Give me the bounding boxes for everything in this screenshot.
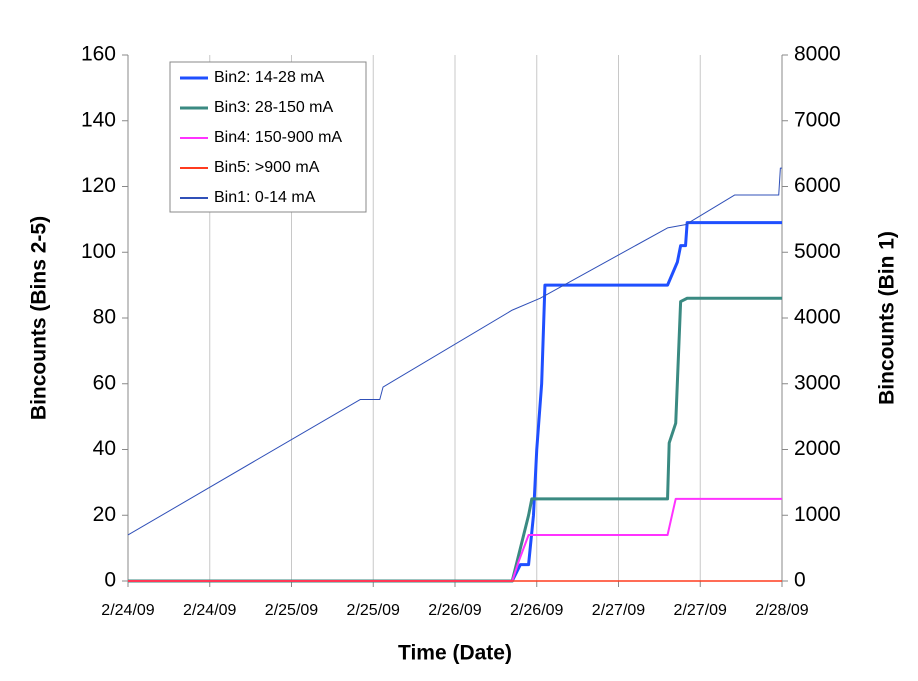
x-tick-label: 2/27/09	[592, 602, 645, 619]
y2-tick-label: 7000	[794, 108, 841, 131]
y2-tick-label: 2000	[794, 437, 841, 460]
series-line	[127, 167, 782, 536]
y2-tick-label: 6000	[794, 174, 841, 197]
y2-axis-label: Bincounts (Bin 1)	[876, 231, 899, 405]
x-tick-label: 2/26/09	[510, 602, 563, 619]
x-tick-label: 2/24/09	[101, 602, 154, 619]
y-tick-label: 140	[81, 108, 116, 131]
legend-label: Bin4: 150-900 mA	[214, 129, 342, 146]
y-tick-label: 80	[93, 306, 116, 329]
y-tick-label: 0	[104, 569, 116, 592]
y2-tick-label: 0	[794, 569, 806, 592]
legend-label: Bin5: >900 mA	[214, 159, 320, 176]
x-tick-label: 2/26/09	[428, 602, 481, 619]
y-tick-label: 100	[81, 240, 116, 263]
legend-label: Bin3: 28-150 mA	[214, 99, 334, 116]
y2-tick-label: 8000	[794, 43, 841, 66]
x-tick-label: 2/25/09	[347, 602, 400, 619]
y2-tick-label: 1000	[794, 503, 841, 526]
x-tick-label: 2/27/09	[674, 602, 727, 619]
x-tick-label: 2/28/09	[755, 602, 808, 619]
y2-tick-label: 3000	[794, 371, 841, 394]
y-tick-label: 120	[81, 174, 116, 197]
series-line	[128, 296, 782, 583]
y-axis-label: Bincounts (Bins 2-5)	[28, 216, 51, 420]
x-tick-label: 2/24/09	[183, 602, 236, 619]
x-tick-label: 2/25/09	[265, 602, 318, 619]
legend-label: Bin2: 14-28 mA	[214, 69, 325, 86]
y-tick-label: 40	[93, 437, 116, 460]
y-tick-label: 160	[81, 43, 116, 66]
x-axis-label: Time (Date)	[398, 642, 512, 665]
y-tick-label: 20	[93, 503, 116, 526]
legend-label: Bin1: 0-14 mA	[214, 189, 316, 206]
y2-tick-label: 5000	[794, 240, 841, 263]
y-tick-label: 60	[93, 371, 116, 394]
series-line	[128, 221, 782, 583]
y2-tick-label: 4000	[794, 306, 841, 329]
